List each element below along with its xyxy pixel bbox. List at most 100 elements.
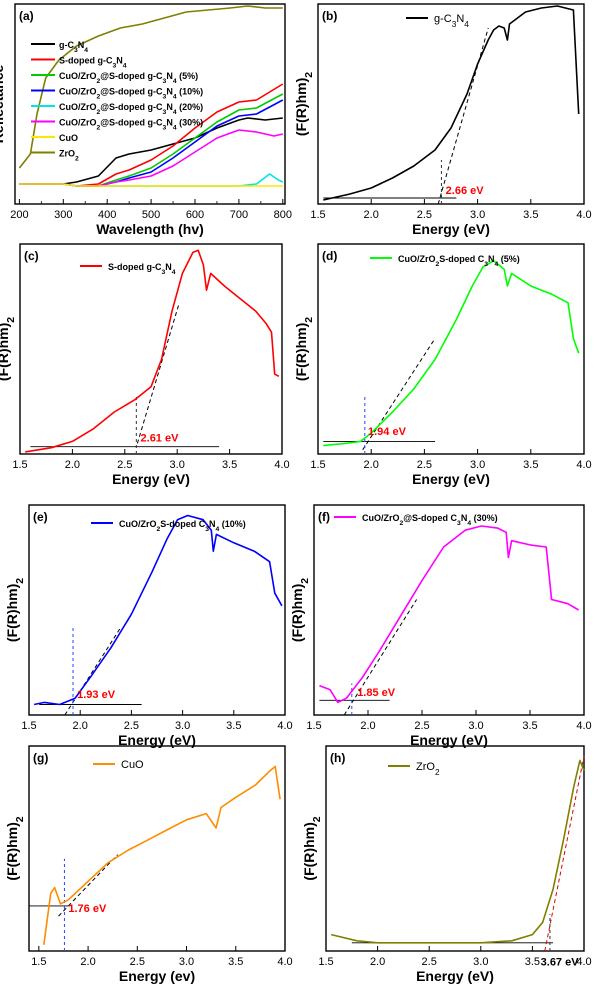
y-axis-label: (F(R)hm)2 — [4, 578, 26, 642]
x-tick-label: 2.0 — [65, 459, 80, 471]
series-line — [331, 759, 585, 944]
tangent-line — [58, 854, 118, 917]
x-tick-label: 2.5 — [422, 956, 437, 968]
tangent-line — [343, 599, 418, 716]
x-axis-label: Energy (eV) — [410, 732, 488, 748]
y-axis-label: (F(R)hm)2 — [289, 578, 311, 642]
x-axis-label: Energy (ev) — [119, 968, 195, 984]
series-line — [19, 117, 283, 185]
legend-entry: CuO — [59, 133, 78, 143]
x-tick-label: 800 — [274, 209, 292, 221]
tangent-line — [64, 626, 122, 716]
x-tick-label: 200 — [10, 209, 28, 221]
band-gap-label: 3.67 eV — [541, 956, 580, 968]
panel-a: 200 300 400 500 600 700 800 Wavelength (hv) Refl… — [0, 3, 292, 237]
plot-frame — [325, 745, 585, 952]
tangent-line — [437, 27, 489, 205]
x-tick-label: 1.5 — [306, 720, 321, 732]
plot-frame — [14, 3, 286, 205]
x-tick-label: 3.0 — [473, 956, 488, 968]
x-tick-label: 3.5 — [525, 956, 540, 968]
x-tick-label: 1.5 — [21, 720, 36, 732]
plot-frame — [317, 243, 585, 455]
x-tick-label: 2.0 — [360, 720, 375, 732]
x-axis-label: Energy (eV) — [416, 968, 494, 984]
panel-label: (e) — [33, 510, 48, 524]
x-tick-label: 4.0 — [274, 459, 289, 471]
x-axis-label: Wavelength (hv) — [96, 221, 204, 237]
x-tick-label: 300 — [54, 209, 72, 221]
x-tick-label: 4.0 — [576, 956, 591, 968]
x-tick-label: 1.5 — [31, 956, 46, 968]
x-tick-label: 1.5 — [12, 459, 27, 471]
y-axis-label: (F(R)hm)2 — [4, 816, 26, 880]
x-tick-label: 2.0 — [364, 459, 379, 471]
x-tick-label: 3.0 — [470, 209, 485, 221]
panel-h: 1.5 2.0 2.5 3.0 3.5 4.0 Energy (eV) (F(R)hm)2 (h… — [301, 745, 592, 984]
tangent-line — [136, 302, 180, 444]
series-line — [19, 99, 284, 187]
series-line — [33, 514, 283, 706]
plot-frame — [313, 504, 585, 716]
series-line — [323, 260, 580, 447]
legend-entry: CuO — [121, 759, 144, 771]
x-tick-label: 4.0 — [576, 209, 591, 221]
x-tick-label: 3.5 — [522, 720, 537, 732]
legend-entry: CuO/ZrO2@S-doped g-C3N4 (10%) — [59, 87, 203, 101]
panel-label: (f) — [318, 510, 330, 524]
x-axis-label: Energy (eV) — [118, 732, 196, 748]
tangent-line — [362, 338, 436, 451]
plot-frame — [317, 3, 585, 205]
legend-entry: g-C3N4 — [59, 40, 88, 54]
x-tick-label: 2.0 — [370, 956, 385, 968]
x-tick-label: 3.5 — [523, 459, 538, 471]
x-tick-label: 500 — [142, 209, 160, 221]
x-tick-label: 3.0 — [170, 459, 185, 471]
band-gap-label: 1.76 eV — [68, 903, 107, 915]
panel-b: 1.5 2.0 2.5 3.0 3.5 4.0 Energy (eV) (F(R)hm)2 (b… — [293, 3, 592, 237]
x-tick-label: 3.0 — [179, 956, 194, 968]
series-line — [43, 765, 281, 946]
x-tick-label: 2.5 — [117, 459, 132, 471]
x-tick-label: 3.5 — [523, 209, 538, 221]
band-gap-label: 1.94 eV — [368, 426, 407, 438]
panel-label: (d) — [322, 249, 337, 263]
tangent-line — [544, 756, 585, 952]
plot-frame — [28, 504, 286, 716]
x-tick-label: 600 — [186, 209, 204, 221]
x-tick-label: 700 — [230, 209, 248, 221]
series-line — [323, 5, 580, 201]
x-tick-label: 2.0 — [364, 209, 379, 221]
plot-frame — [19, 243, 283, 455]
panel-label: (g) — [33, 751, 48, 765]
panel-d: 1.5 2.0 2.5 3.0 3.5 4.0 Energy (eV) (F(R)hm)2 (d… — [293, 243, 592, 487]
y-axis-label: (F(R)hm)2 — [301, 816, 323, 880]
y-axis-label: (F(R)hm)2 — [293, 72, 315, 136]
legend-entry: CuO/ZrO2S-doped C3N4 (10%) — [119, 519, 246, 533]
band-gap-label: 1.93 eV — [77, 689, 116, 701]
x-tick-label: 4.0 — [277, 956, 292, 968]
series-line — [19, 183, 283, 187]
x-tick-label: 3.0 — [468, 720, 483, 732]
legend-entry: S-doped g-C3N4 — [108, 262, 176, 276]
panel-label: (c) — [24, 249, 39, 263]
panel-e: 1.5 2.0 2.5 3.0 3.5 4.0 Energy (eV) (F(R)hm)2 (e… — [4, 504, 293, 748]
x-tick-label: 1.5 — [318, 956, 333, 968]
y-axis-label: Reflectance — [0, 64, 6, 143]
x-tick-label: 2.5 — [417, 459, 432, 471]
x-tick-label: 2.0 — [80, 956, 95, 968]
x-tick-label: 2.0 — [73, 720, 88, 732]
band-gap-label: 2.66 eV — [446, 185, 485, 197]
x-tick-label: 4.0 — [277, 720, 292, 732]
x-tick-label: 3.5 — [226, 720, 241, 732]
x-tick-label: 2.5 — [414, 720, 429, 732]
panel-g: 1.5 2.0 2.5 3.0 3.5 4.0 Energy (ev) (F(R)hm)2 (g… — [4, 745, 293, 984]
legend-entry: ZrO2 — [416, 761, 440, 777]
y-axis-label: (F(R)hm)2 — [293, 317, 315, 381]
series-line — [18, 5, 283, 169]
panel-f: 1.5 2.0 2.5 3.0 3.5 4.0 Energy (eV) (F(R)hm)2 (f… — [289, 504, 592, 748]
x-tick-label: 3.0 — [175, 720, 190, 732]
x-tick-label: 4.0 — [576, 720, 591, 732]
series-line — [25, 249, 280, 453]
